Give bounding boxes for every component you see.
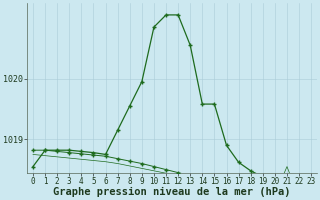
X-axis label: Graphe pression niveau de la mer (hPa): Graphe pression niveau de la mer (hPa) bbox=[53, 187, 291, 197]
